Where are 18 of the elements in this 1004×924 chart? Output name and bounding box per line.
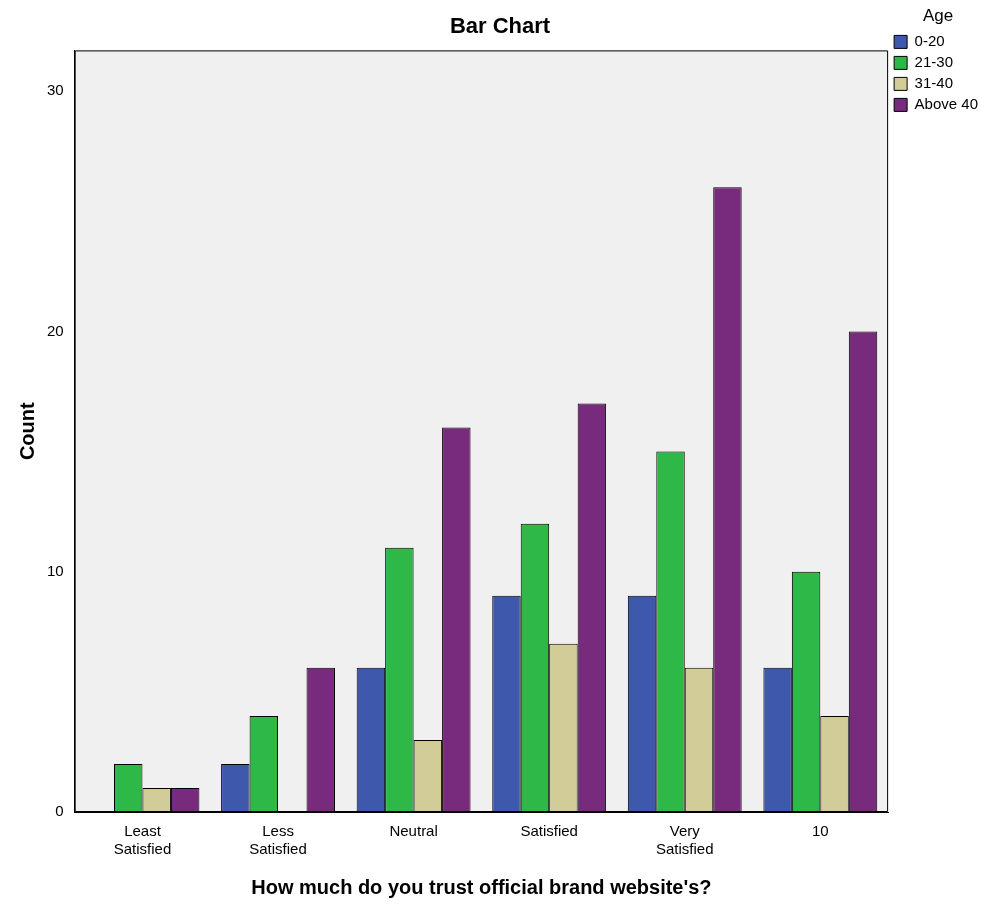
legend-label: 21-30: [914, 53, 953, 71]
legend-label: 31-40: [914, 74, 953, 92]
y-tick-label: 10: [47, 561, 64, 579]
legend-label: Above 40: [914, 95, 979, 113]
y-tick-label: 0: [55, 802, 64, 820]
y-axis-title: Count: [15, 401, 38, 461]
legend-label: 0-20: [914, 32, 945, 50]
x-tick-label: Neutral: [389, 822, 438, 840]
x-tick-label: 10: [811, 822, 829, 840]
x-axis-title: How much do you trust official brand website's?: [251, 875, 712, 898]
x-tick-label: Least Satisfied: [113, 822, 172, 858]
chart-title: Bar Chart: [449, 13, 551, 39]
x-tick-label: Satisfied: [520, 822, 578, 840]
legend-title: Age: [922, 6, 954, 26]
y-tick-label: 20: [47, 321, 64, 339]
y-tick-label: 30: [47, 81, 64, 99]
x-tick-label: Less Satisfied: [249, 822, 307, 858]
x-tick-label: Very Satisfied: [655, 822, 714, 858]
